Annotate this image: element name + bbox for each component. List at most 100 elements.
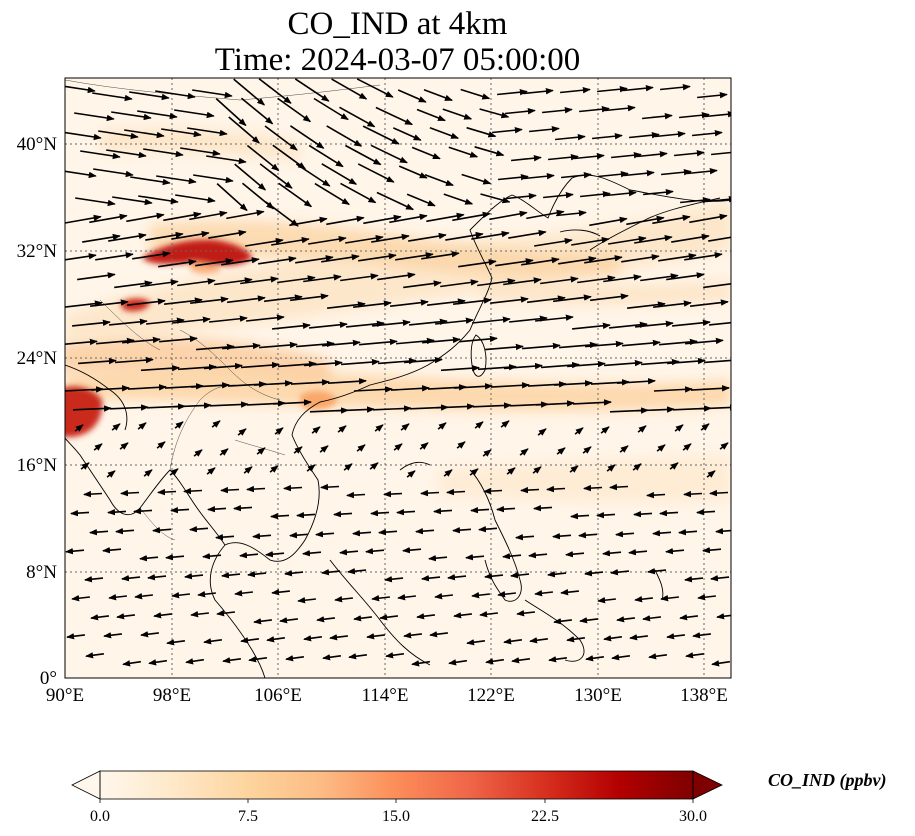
wind-arrow xyxy=(202,552,222,560)
wind-arrow xyxy=(434,593,453,600)
wind-arrow xyxy=(421,575,441,582)
wind-arrow xyxy=(697,92,728,99)
wind-arrow xyxy=(584,570,604,577)
wind-arrow xyxy=(642,615,661,622)
wind-arrow xyxy=(579,106,610,113)
wind-arrow xyxy=(715,527,731,535)
wind-arrow xyxy=(240,97,274,125)
wind-arrow xyxy=(258,78,292,104)
wind-arrow xyxy=(309,321,348,329)
wind-arrow xyxy=(290,379,330,386)
wind-arrow xyxy=(377,272,416,281)
wind-arrow xyxy=(647,568,667,575)
wind-arrow xyxy=(679,112,710,119)
wind-arrow xyxy=(692,130,723,137)
wind-arrow xyxy=(385,652,405,659)
wind-arrow xyxy=(472,402,512,409)
wind-arrow xyxy=(90,299,129,307)
wind-arrow xyxy=(396,337,435,345)
wind-arrow xyxy=(672,319,711,327)
wind-arrow xyxy=(93,443,103,451)
wind-arrow xyxy=(397,89,427,103)
wind-arrow xyxy=(320,483,340,491)
wind-arrow xyxy=(158,259,197,268)
wind-arrow xyxy=(447,574,467,581)
wind-arrow xyxy=(655,131,686,138)
wind-arrow xyxy=(171,230,210,240)
lon-tick-label: 122°E xyxy=(467,685,515,706)
wind-arrow xyxy=(566,636,586,643)
wind-arrow xyxy=(122,660,142,667)
wind-arrow xyxy=(616,616,635,623)
wind-arrow xyxy=(148,659,168,666)
wind-arrow xyxy=(124,129,165,139)
wind-arrow xyxy=(166,639,186,646)
wind-arrow xyxy=(565,550,585,558)
wind-arrow xyxy=(600,426,610,434)
wind-arrow xyxy=(692,632,711,639)
wind-arrow xyxy=(404,356,443,364)
wind-arrow xyxy=(187,127,228,137)
colorbar-tick-label: 7.5 xyxy=(238,808,258,825)
wind-arrow xyxy=(529,637,549,644)
wind-arrow xyxy=(362,125,400,145)
lon-tick-label: 138°E xyxy=(680,685,728,706)
wind-arrow xyxy=(537,428,547,436)
wind-arrow xyxy=(503,277,542,286)
wind-arrow xyxy=(375,106,414,126)
wind-arrow xyxy=(616,378,656,385)
wind-arrow xyxy=(627,301,666,309)
wind-arrow xyxy=(304,359,343,367)
wind-arrow xyxy=(478,525,498,533)
wind-arrow xyxy=(696,508,716,516)
wind-arrow xyxy=(508,229,547,239)
wind-arrow xyxy=(326,215,365,226)
wind-arrow xyxy=(560,589,579,596)
wind-arrow xyxy=(215,533,235,541)
wind-arrow xyxy=(127,384,167,391)
wind-arrow xyxy=(458,259,497,268)
wind-arrow xyxy=(490,296,529,304)
wind-arrow xyxy=(452,526,472,534)
wind-arrow xyxy=(156,175,197,185)
wind-arrow xyxy=(265,550,285,558)
wind-arrow xyxy=(219,448,229,456)
wind-arrow xyxy=(510,572,530,579)
wind-arrow xyxy=(679,614,698,621)
wind-arrow xyxy=(652,529,672,537)
wind-arrow xyxy=(222,342,261,350)
wind-arrow xyxy=(277,97,312,123)
wind-arrow xyxy=(80,150,121,160)
wind-arrow xyxy=(479,611,498,618)
wind-arrow xyxy=(240,637,260,644)
wind-arrow xyxy=(121,575,141,582)
wind-arrow xyxy=(442,108,473,120)
wind-arrow xyxy=(403,632,422,639)
wind-arrow xyxy=(334,596,353,603)
wind-arrow xyxy=(621,254,660,263)
wind-arrow xyxy=(283,484,303,492)
wind-arrow xyxy=(697,594,716,601)
wind-arrow xyxy=(378,528,398,536)
lon-tick-label: 130°E xyxy=(574,685,622,706)
wind-arrow xyxy=(289,125,325,149)
wind-arrow xyxy=(189,525,209,533)
wind-arrow xyxy=(366,633,385,640)
wind-arrow xyxy=(445,231,484,241)
wind-arrow xyxy=(174,109,215,119)
wind-arrow xyxy=(270,512,290,520)
wind-arrow xyxy=(582,446,592,454)
wind-arrow xyxy=(365,547,385,555)
wind-arrow xyxy=(535,400,575,407)
wind-arrow xyxy=(190,382,230,389)
wind-arrow xyxy=(146,317,185,325)
wind-arrow xyxy=(604,359,643,367)
wind-arrow xyxy=(189,210,228,221)
wind-arrow xyxy=(159,335,198,343)
wind-arrow xyxy=(163,211,202,222)
wind-arrow xyxy=(497,89,528,96)
wind-arrow xyxy=(161,128,202,138)
wind-arrow xyxy=(509,315,548,323)
lat-tick-label: 24°N xyxy=(17,348,58,369)
colorbar-tick-label: 22.5 xyxy=(531,808,559,825)
